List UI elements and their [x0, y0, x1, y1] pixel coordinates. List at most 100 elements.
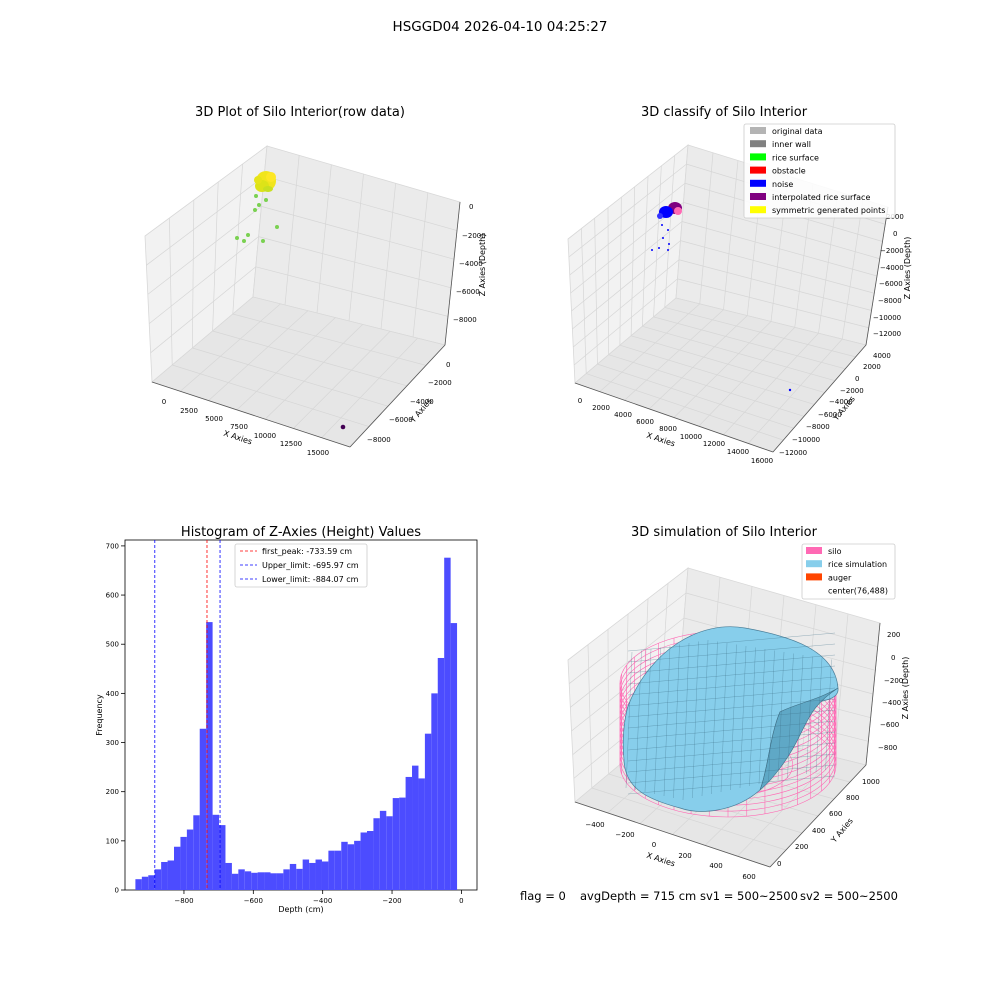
raw-z-tick: −8000 [453, 316, 477, 324]
histogram-bar [379, 810, 387, 890]
classify-legend-label: rice surface [772, 153, 819, 162]
classify-z-label: Z Axies (Depth) [903, 237, 912, 300]
raw-x-tick: 2500 [180, 407, 198, 415]
histogram-bar [257, 872, 265, 890]
grid-line [258, 236, 452, 289]
classify-x-tick: 2000 [592, 404, 610, 412]
rice-surface [622, 626, 839, 812]
histogram-y-label: Frequency [95, 694, 104, 736]
classify-plot-title: 3D classify of Silo Interior [641, 105, 808, 120]
avg-depth-status: avgDepth = 715 cm [580, 889, 696, 903]
rice-mesh-line [663, 645, 671, 797]
histogram-x-tick-label: −400 [313, 897, 332, 905]
histogram-bar [302, 859, 310, 890]
histogram-y-tick-label: 700 [106, 542, 119, 550]
simulation-legend: silo rice simulation auger center(76,488) [801, 543, 896, 600]
histogram-legend: first_peak: -733.59 cm Upper_limit: -695.… [234, 543, 368, 588]
histogram-legend-label: first_peak: -733.59 cm [262, 547, 352, 556]
classify-y-tick: 4000 [873, 352, 891, 360]
rice-mesh-line [758, 648, 766, 785]
rice-mesh-line [627, 709, 836, 729]
grid-line [148, 236, 259, 324]
rice-mesh-line [627, 676, 836, 696]
histogram-bar [354, 840, 361, 890]
raw-point [242, 239, 246, 243]
sim-y-tick: 200 [795, 843, 808, 851]
panel-classify-3d: 3D classify of Silo Interior 0 2000 4000 [567, 105, 912, 465]
grid-line [348, 173, 364, 322]
sim-z-tick: 200 [887, 631, 900, 639]
classify-noise-point [788, 388, 792, 392]
histogram-bar [219, 825, 226, 890]
rice-mesh-line [627, 753, 836, 773]
raw-point [340, 424, 346, 430]
histogram-bar [321, 861, 329, 890]
histogram-y-tick-label: 400 [106, 690, 119, 698]
histogram-bar [399, 797, 406, 890]
panel-histogram: Histogram of Z-Axies (Height) Values −80… [95, 525, 478, 914]
histogram-bar [231, 873, 239, 890]
sim-x-tick: 600 [742, 873, 755, 881]
classify-noise-blob [657, 213, 663, 219]
raw-x-tick: 7500 [230, 423, 248, 431]
raw-plot-title: 3D Plot of Silo Interior(row data) [195, 105, 405, 120]
rice-mesh-line [806, 656, 813, 775]
classify-symmetric-blob [674, 207, 682, 215]
classify-noise-point [662, 237, 664, 239]
classify-noise-point [661, 224, 663, 226]
rice-mesh-line [749, 647, 756, 787]
classify-y-tick: −12000 [779, 449, 807, 457]
rice-mesh-line [627, 698, 836, 718]
classify-z-tick: −6000 [879, 280, 903, 288]
grid-line [212, 330, 408, 387]
classify-y-tick: 0 [855, 375, 859, 383]
classify-legend-swatch [750, 179, 766, 187]
sim-y-ticks: 0 200 400 600 800 1000 [777, 778, 880, 868]
grid-line [169, 217, 173, 366]
raw-x-tick: 0 [162, 398, 166, 406]
sim-z-axis [865, 622, 881, 766]
histogram-bar [315, 859, 322, 890]
raw-y-axis [349, 344, 446, 448]
histogram-bar [289, 863, 297, 890]
rice-mesh-line [627, 687, 836, 707]
grid-line [147, 206, 262, 295]
grid-line [192, 199, 195, 349]
histogram-bar [431, 693, 438, 890]
classify-points [651, 202, 792, 392]
histogram-bar [244, 871, 252, 890]
grid-line [293, 331, 391, 429]
classify-y-tick: −8000 [806, 423, 830, 431]
classify-legend-label: obstacle [772, 167, 806, 176]
grid-line [723, 333, 819, 435]
classify-legend-label: symmetric generated points [772, 206, 885, 215]
rice-mesh-line [825, 659, 832, 771]
histogram-bar [347, 844, 355, 890]
grid-line [649, 315, 748, 410]
grid-line [683, 202, 880, 260]
raw-x-axis [151, 381, 351, 448]
rice-mesh-line [627, 720, 836, 740]
rice-mesh-line [627, 632, 836, 652]
classify-y-tick: −10000 [792, 436, 820, 444]
rice-mesh-line [627, 643, 836, 663]
raw-z-axis [444, 201, 461, 346]
classify-legend-box [743, 123, 896, 219]
sim-x-ticks: −400 −200 0 200 400 600 [585, 821, 755, 881]
histogram-bar [437, 657, 445, 890]
grid-line [412, 192, 429, 338]
simulation-legend-swatch [806, 547, 822, 554]
raw-point [235, 236, 239, 240]
classify-legend-swatch [750, 166, 766, 174]
raw-point [264, 198, 268, 202]
histogram-x-label: Depth (cm) [278, 905, 323, 914]
histogram-legend-items: first_peak: -733.59 cm Upper_limit: -695.… [240, 547, 359, 584]
raw-z-tick: −4000 [459, 260, 483, 268]
histogram-bar [444, 557, 451, 890]
grid-line [568, 592, 687, 684]
classify-y-tick: −4000 [829, 398, 853, 406]
sim-x-tick: 0 [652, 841, 656, 849]
classify-noise-point [658, 247, 660, 249]
grid-line [236, 317, 336, 411]
